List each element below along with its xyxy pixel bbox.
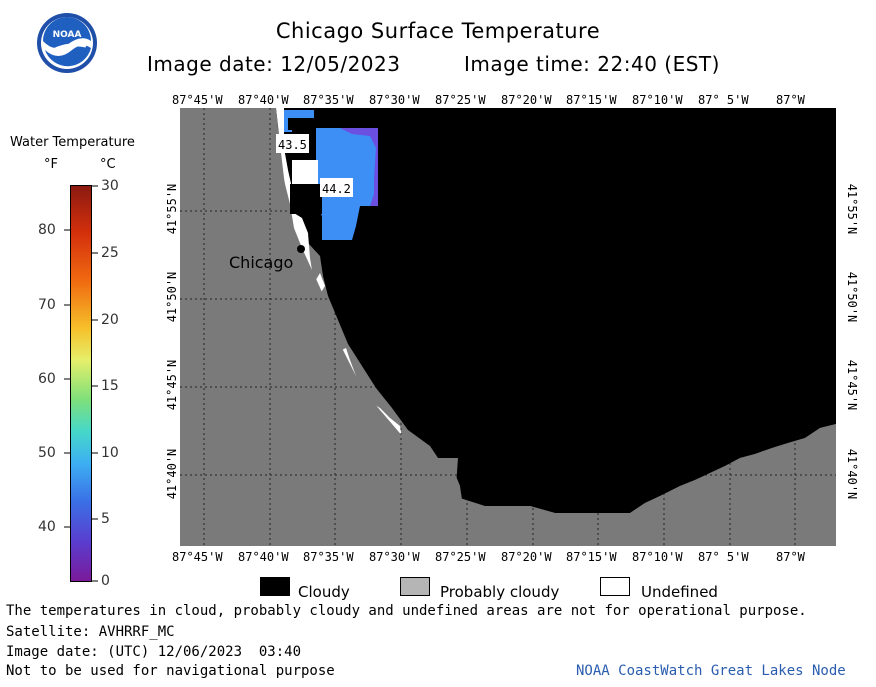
cloud-region — [276, 108, 836, 513]
image-time: Image time: 22:40 (EST) — [464, 52, 720, 76]
colorbar-c-tick: 20 — [101, 312, 119, 328]
lon-label-bottom: 87°35'W — [303, 550, 354, 564]
lon-label-bottom: 87°20'W — [501, 550, 552, 564]
map-canvas — [180, 108, 836, 546]
colorbar-f-tick: 40 — [38, 519, 56, 535]
lat-label-right: 41°45'N — [845, 359, 859, 411]
lon-label-top: 87°35'W — [303, 93, 354, 107]
lon-label-bottom: 87°25'W — [435, 550, 486, 564]
cloud-patch — [290, 184, 322, 214]
colorbar — [70, 185, 92, 582]
lon-label-top: 87°25'W — [435, 93, 486, 107]
temp-label-value: 44.2 — [322, 182, 351, 196]
map-title: Chicago Surface Temperature — [275, 19, 601, 43]
lon-label-bottom: 87°10'W — [632, 550, 683, 564]
satellite-info: Satellite: AVHRRF_MC — [6, 624, 175, 640]
lon-label-bottom: 87°45'W — [172, 550, 223, 564]
lat-label-right: 41°55'N — [845, 183, 859, 235]
colorbar-f-tick: 70 — [38, 297, 56, 313]
lon-label-bottom: 87° 5'W — [698, 550, 749, 564]
lon-label-bottom: 87°30'W — [369, 550, 420, 564]
water-temp-patch-cool — [340, 128, 378, 206]
graticule — [180, 108, 836, 546]
lat-label-left: 41°55'N — [165, 183, 179, 235]
lat-label-left: 41°45'N — [165, 359, 179, 411]
lon-label-top: 87°30'W — [369, 93, 420, 107]
lon-label-top: 87°10'W — [632, 93, 683, 107]
lat-label-left: 41°40'N — [165, 448, 179, 500]
legend-cloudy-label: Cloudy — [298, 583, 350, 601]
temp-label: 44.2 — [320, 178, 353, 197]
map-frame: 43.5 44.2 Chicago — [180, 108, 836, 546]
lat-label-left: 41°50'N — [165, 271, 179, 323]
lon-label-top: 87° 5'W — [698, 93, 749, 107]
lon-label-bottom: 87°15'W — [566, 550, 617, 564]
colorbar-c-tick: 0 — [101, 573, 110, 589]
utc-image-date: Image date: (UTC) 12/06/2023 03:40 — [6, 644, 302, 660]
colorbar-tick-marks — [64, 185, 98, 582]
lon-label-top: 87°40'W — [238, 93, 289, 107]
undefined-patch — [292, 160, 318, 184]
shoreline-land — [180, 108, 836, 546]
city-label: Chicago — [229, 253, 294, 272]
cloud-patch — [288, 118, 316, 130]
lon-label-top: 87°20'W — [501, 93, 552, 107]
colorbar-unit-f: °F — [44, 157, 58, 172]
colorbar-unit-c: °C — [100, 157, 116, 172]
legend-undefined-swatch — [600, 577, 630, 596]
colorbar-f-tick: 80 — [38, 222, 56, 238]
image-date: Image date: 12/05/2023 — [147, 52, 401, 76]
lon-label-top: 87°45'W — [172, 93, 223, 107]
colorbar-ticks — [64, 185, 98, 582]
noaa-logo: NOAA — [36, 12, 98, 74]
colorbar-c-tick: 15 — [101, 378, 119, 394]
disclaimer: The temperatures in cloud, probably clou… — [6, 603, 807, 619]
legend-probably-cloudy-swatch — [400, 577, 430, 596]
lon-label-top: 87°15'W — [566, 93, 617, 107]
legend-probably-cloudy-label: Probably cloudy — [440, 583, 560, 601]
colorbar-f-tick: 60 — [38, 371, 56, 387]
chicago-marker — [297, 245, 305, 253]
lon-label-bottom: 87°W — [776, 550, 805, 564]
lat-label-right: 41°50'N — [845, 271, 859, 323]
temp-label: 43.5 — [276, 134, 309, 153]
coastwatch-credit[interactable]: NOAA CoastWatch Great Lakes Node — [576, 663, 846, 679]
colorbar-c-tick: 25 — [101, 245, 119, 261]
colorbar-title: Water Temperature — [10, 135, 135, 150]
colorbar-f-tick: 50 — [38, 445, 56, 461]
lon-label-top: 87°W — [776, 93, 805, 107]
lon-label-bottom: 87°40'W — [238, 550, 289, 564]
colorbar-c-tick: 5 — [101, 511, 110, 527]
lat-label-right: 41°40'N — [845, 448, 859, 500]
nav-warning: Not to be used for navigational purpose — [6, 663, 335, 679]
noaa-logo-text: NOAA — [52, 30, 82, 40]
legend-cloudy-swatch — [260, 577, 290, 596]
noaa-logo-icon — [37, 13, 97, 73]
legend-undefined-label: Undefined — [641, 583, 718, 601]
temp-label-value: 43.5 — [278, 138, 307, 152]
colorbar-c-tick: 10 — [101, 445, 119, 461]
colorbar-c-tick: 30 — [101, 178, 119, 194]
